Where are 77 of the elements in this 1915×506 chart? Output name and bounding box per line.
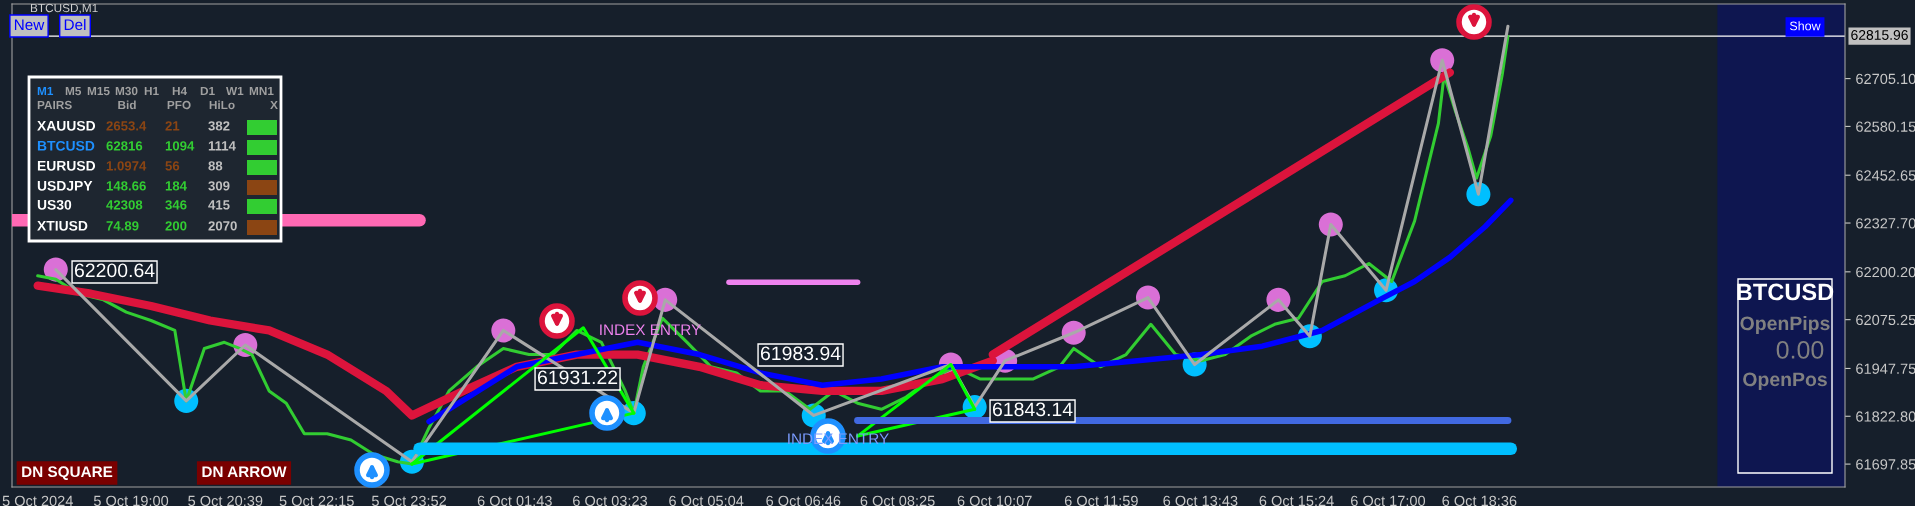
x-tick-label: 6 Oct 06:46: [766, 495, 841, 506]
x-tick-label: 5 Oct 22:15: [279, 495, 354, 506]
annotation: W1: [226, 86, 244, 96]
annotation: PAIRS: [37, 100, 72, 110]
annotation: MN1: [249, 86, 274, 96]
annotation: 0.00: [1776, 341, 1824, 359]
x-tick-label: 5 Oct 2024: [2, 495, 73, 506]
annotation: M30: [115, 86, 138, 96]
annotation: 56: [165, 161, 180, 171]
annotation: 1114: [208, 141, 236, 151]
y-tick-label: 61947.75: [1856, 363, 1915, 374]
annotation: H4: [172, 86, 188, 96]
annotation: 74.89: [106, 221, 139, 231]
annotation: 2653.4: [106, 121, 147, 131]
annotation: 2070: [208, 221, 237, 231]
annotation: 61843.14: [992, 402, 1073, 417]
annotation: 309: [208, 181, 230, 191]
annotation: Show: [1789, 21, 1821, 31]
annotation: PFO: [167, 100, 191, 110]
annotation: 62816: [106, 141, 143, 151]
annotation: 88: [208, 161, 223, 171]
annotation: 21: [165, 121, 180, 131]
y-tick-label: 62705.10: [1856, 73, 1915, 85]
y-tick-label: 62580.15: [1856, 121, 1915, 132]
annotation: XTIUSD: [37, 220, 88, 231]
annotation: 415: [208, 200, 230, 210]
annotation: 42308: [106, 200, 143, 210]
x-tick-label: 6 Oct 01:43: [477, 495, 552, 506]
annotation: 382: [208, 121, 230, 131]
annotation: 1094: [165, 141, 195, 151]
annotation: EURUSD: [37, 160, 96, 171]
annotation: 1.0974: [106, 161, 147, 171]
annotation: 346: [165, 200, 187, 210]
annotation: 200: [165, 221, 187, 231]
y-tick-label: 62075.25: [1856, 314, 1915, 326]
annotation: Del: [64, 18, 86, 31]
annotation: DN ARROW: [202, 466, 287, 478]
annotation: DN SQUARE: [22, 466, 113, 480]
x-tick-label: 6 Oct 05:04: [669, 495, 744, 506]
x-tick-label: 6 Oct 18:36: [1442, 495, 1517, 506]
y-tick-label: 61822.80: [1856, 411, 1915, 422]
annotation: OpenPos: [1743, 372, 1827, 391]
x-tick-label: 6 Oct 08:25: [860, 495, 935, 506]
x-tick-label: 5 Oct 19:00: [93, 495, 169, 506]
annotation: 148.66: [106, 181, 146, 191]
annotation: 62200.64: [74, 263, 155, 278]
x-tick-label: 6 Oct 10:07: [957, 495, 1032, 506]
annotation: M15: [87, 86, 110, 96]
y-tick-label: 62200.20: [1856, 266, 1915, 278]
x-tick-label: 6 Oct 15:24: [1259, 495, 1334, 506]
annotation: 184: [165, 181, 187, 191]
x-tick-label: 6 Oct 11:59: [1064, 495, 1138, 506]
chart-title: BTCUSD,M1: [30, 3, 98, 14]
y-tick-label: 62452.65: [1856, 170, 1915, 181]
annotation: US30: [37, 199, 72, 210]
annotation: USDJPY: [37, 180, 93, 191]
x-tick-label: 5 Oct 23:52: [371, 495, 447, 506]
annotation: M1: [37, 86, 54, 96]
annotation: New: [14, 19, 45, 31]
annotation: 61983.94: [760, 346, 841, 361]
ref-line-label: 62815.96: [1851, 30, 1908, 40]
annotation: M5: [65, 86, 82, 96]
annotation: 61931.22: [537, 370, 618, 385]
annotation: HiLo: [209, 100, 235, 110]
x-tick-label: 6 Oct 17:00: [1350, 495, 1426, 506]
annotation: BTCUSD: [37, 140, 95, 151]
y-tick-label: 61697.85: [1856, 459, 1915, 470]
y-tick-label: 62327.70: [1856, 218, 1915, 229]
x-tick-label: 5 Oct 20:39: [188, 495, 263, 506]
x-tick-label: 6 Oct 03:23: [573, 495, 648, 506]
x-tick-label: 6 Oct 13:43: [1163, 495, 1238, 506]
annotation: Bid: [118, 100, 136, 110]
annotation: OpenPips: [1740, 315, 1830, 335]
annotation: D1: [200, 86, 215, 96]
annotation: X: [270, 100, 278, 110]
annotation: XAUUSD: [37, 120, 96, 131]
annotation: H1: [144, 86, 159, 96]
